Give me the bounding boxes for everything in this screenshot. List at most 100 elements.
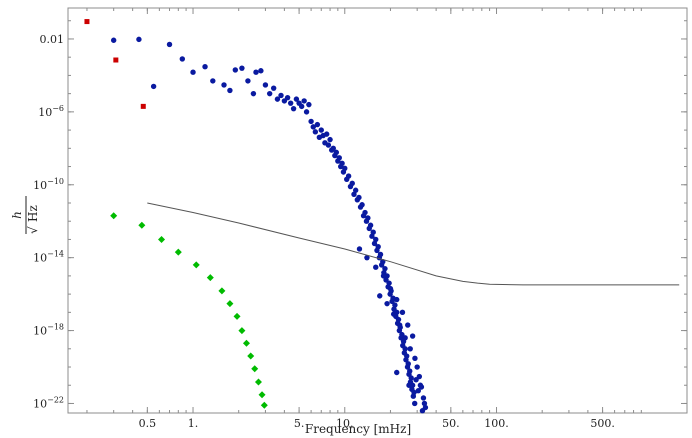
blue-circle-point: [333, 149, 340, 156]
blue-circle-point: [413, 377, 419, 383]
blue-circle-point: [245, 78, 251, 84]
blue-circle-point: [420, 395, 427, 401]
blue-circle-point: [417, 382, 424, 388]
x-tick-label: 1.: [188, 417, 199, 430]
blue-circle-point: [330, 145, 336, 152]
blue-circle-point: [342, 165, 348, 172]
blue-circle-point: [327, 136, 333, 143]
blue-circle-point: [377, 293, 383, 299]
blue-circle-point: [310, 124, 316, 130]
green-diamond-point: [158, 235, 166, 243]
x-tick-label: 500.: [590, 417, 615, 430]
blue-circle-point: [336, 155, 342, 161]
blue-circle-point: [386, 280, 392, 286]
green-diamond-point: [258, 391, 266, 399]
blue-circle-point: [404, 353, 410, 359]
blue-circle-point: [405, 361, 411, 367]
blue-circle-point: [394, 369, 400, 376]
blue-circle-point: [345, 173, 352, 179]
x-tick-label: 100.: [484, 417, 509, 430]
blue-circle-point: [339, 160, 345, 167]
x-tick-label: 0.5: [139, 417, 157, 430]
blue-circle-point: [380, 273, 387, 279]
y-axis-label-sqrt-symbol: √: [26, 226, 40, 234]
green-diamond-point: [242, 339, 250, 347]
blue-circle-point: [359, 202, 365, 208]
blue-circle-point: [375, 243, 381, 250]
blue-circle-point: [370, 229, 376, 235]
plot-frame: [67, 7, 688, 414]
blue-circle-point: [412, 400, 418, 407]
blue-circle-point: [318, 127, 324, 133]
green-diamond-point: [138, 221, 146, 229]
blue-circle-point: [232, 67, 239, 73]
red-square-point: [113, 57, 119, 63]
blue-circle-point: [239, 65, 245, 71]
axes: 0.5 1. 5. 10. 50. 100. 500. 0.01 10−6 10−10 10−14 1…: [33, 7, 688, 430]
blue-circle-point: [364, 254, 370, 261]
blue-circle-point: [402, 346, 408, 352]
red-square-point: [84, 19, 90, 25]
blue-circle-point: [306, 101, 312, 108]
blue-circle-point: [227, 87, 233, 94]
blue-circle-point: [221, 82, 227, 88]
blue-circle-point: [190, 69, 196, 75]
blue-circle-point: [284, 94, 291, 101]
y-axis-label: h √ Hz: [10, 196, 40, 234]
green-diamond-point: [218, 287, 226, 295]
x-tick-label: 10.: [336, 417, 354, 430]
blue-circle-point: [406, 382, 412, 388]
blue-circle-point: [373, 236, 379, 243]
blue-circle-point: [377, 251, 384, 258]
blue-circle-point: [421, 400, 428, 407]
blue-circle-point: [179, 56, 186, 62]
blue-circle-point: [166, 41, 173, 48]
blue-circle-point: [314, 121, 321, 128]
green-diamond-point: [260, 401, 268, 409]
blue-circle-point: [312, 129, 319, 135]
blue-circle-point: [303, 109, 310, 115]
blue-circle-point: [365, 215, 371, 221]
blue-circle-point: [266, 90, 273, 97]
green-diamond-point: [254, 378, 262, 386]
axis-labels: Frequency [mHz] h √ Hz: [10, 196, 411, 436]
plot-area: [84, 19, 680, 414]
x-tick-label: 5.: [294, 417, 305, 430]
y-tick-label: 10−10: [33, 177, 64, 192]
blue-circle-point: [414, 364, 420, 370]
blue-circle-point: [290, 105, 297, 112]
blue-circle-point: [394, 296, 400, 303]
blue-circle-point: [402, 335, 408, 341]
x-axis-label: Frequency [mHz]: [305, 422, 411, 436]
blue-circle-point: [362, 209, 368, 216]
blue-circle-point: [278, 92, 284, 99]
green-diamond-point: [206, 274, 214, 282]
blue-circle-point: [419, 408, 426, 414]
y-tick-label: 10−6: [38, 104, 64, 119]
x-tick-label: 50.: [442, 417, 460, 430]
blue-circle-point: [415, 388, 421, 394]
blue-circle-point: [367, 222, 374, 228]
y-tick-label: 0.01: [40, 33, 65, 46]
blue-circle-point: [356, 194, 362, 201]
blue-circle-point: [387, 285, 394, 292]
blue-circle-point: [384, 300, 390, 307]
blue-circle-point: [408, 375, 414, 381]
green-diamond-point: [238, 327, 246, 335]
blue-circle-point: [270, 85, 277, 91]
blue-circle-point: [210, 78, 216, 84]
y-axis-label-numerator: h: [10, 211, 24, 219]
blue-circle-point: [262, 82, 269, 88]
blue-circle-point: [399, 309, 406, 316]
green-diamond-point: [226, 300, 234, 308]
blue-circle-point: [293, 96, 300, 102]
green-diamond-point: [251, 365, 259, 373]
blue-circle-point: [258, 68, 264, 74]
blue-circle-point: [136, 36, 142, 43]
blue-circle-point: [356, 246, 363, 252]
blue-circle-point: [412, 355, 418, 362]
blue-circle-point: [407, 368, 413, 374]
green-diamond-point: [247, 352, 255, 360]
y-tick-label: 10−22: [33, 395, 64, 410]
blue-circle-point: [250, 90, 257, 97]
